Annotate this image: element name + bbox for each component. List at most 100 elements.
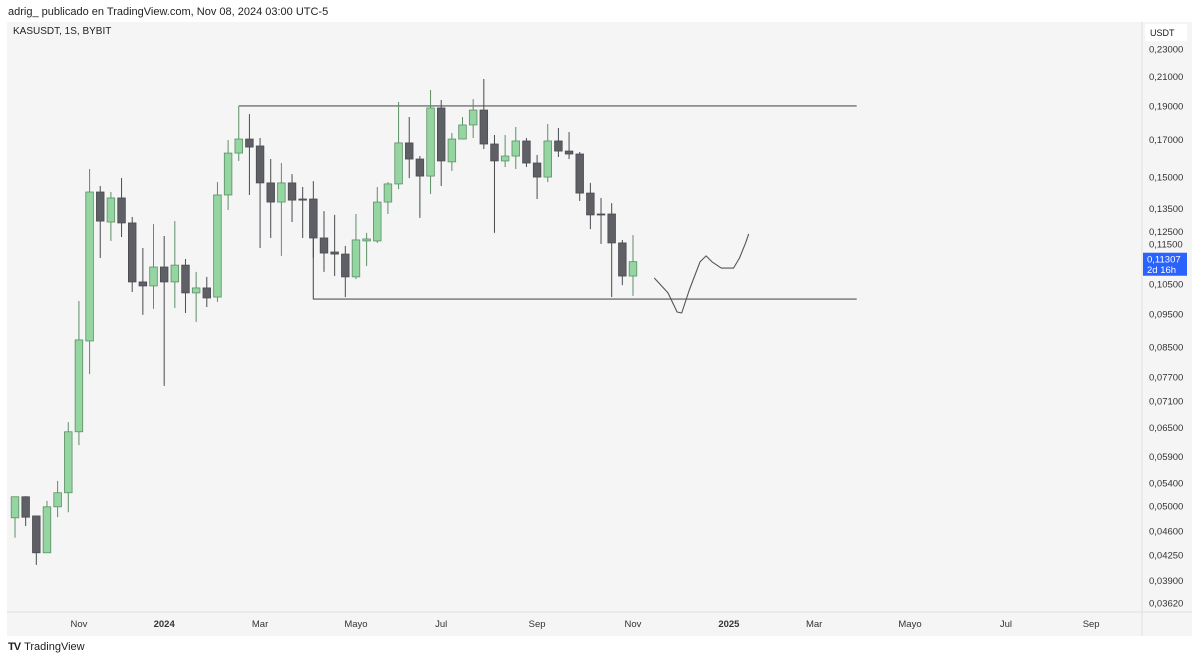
candle-down: [138, 281, 148, 287]
candle-down: [436, 107, 446, 162]
y-tick-label: 0,05400: [1149, 479, 1183, 490]
y-tick-label: 0,09500: [1149, 309, 1183, 320]
candle-up: [468, 109, 478, 126]
y-tick-label: 0,10500: [1149, 279, 1183, 290]
candle-down: [128, 222, 137, 283]
candle-down: [319, 237, 329, 254]
candle-up: [53, 492, 62, 508]
candle-down: [255, 145, 265, 184]
candle-up: [170, 264, 180, 283]
y-tick-label: 0,19000: [1149, 102, 1183, 113]
candle-up: [458, 124, 467, 140]
candle-down: [21, 496, 30, 518]
x-tick-label: Mar: [252, 619, 268, 630]
candle-up: [10, 496, 20, 519]
candle-down: [96, 191, 105, 222]
range-bottom-line[interactable]: [312, 238, 857, 300]
y-tick-label: 0,08500: [1149, 343, 1183, 354]
y-tick-label: 0,17000: [1149, 135, 1183, 146]
x-tick-label: Jul: [435, 619, 447, 630]
candle-down: [415, 158, 425, 177]
tradingview-logo-icon: TV: [8, 641, 21, 653]
candle-down: [575, 153, 584, 194]
candle-up: [85, 191, 94, 342]
y-tick-label: 0,07100: [1149, 397, 1183, 408]
candle-up: [500, 155, 510, 162]
candle-down: [596, 213, 606, 216]
currency-label: USDT: [1150, 28, 1175, 38]
candle-up: [394, 142, 403, 185]
x-tick-label: Sep: [1083, 619, 1100, 630]
x-tick-label: Mayo: [898, 619, 921, 630]
y-tick-label: 0,11500: [1149, 240, 1183, 251]
x-tick-label: 2025: [718, 619, 740, 630]
candle-up: [223, 152, 233, 196]
candle-down: [564, 150, 574, 155]
candle-down: [266, 182, 275, 203]
candle-up: [543, 140, 552, 178]
candle-down: [287, 182, 297, 201]
bar-countdown: 2d 16h: [1147, 265, 1176, 276]
candle-up: [373, 201, 382, 242]
y-tick-label: 0,04600: [1149, 527, 1183, 538]
x-tick-label: Mar: [806, 619, 822, 630]
y-tick-label: 0,05000: [1149, 502, 1183, 513]
x-tick-label: Jul: [1000, 619, 1012, 630]
candle-up: [42, 506, 52, 554]
candle-down: [159, 266, 169, 283]
x-tick-label: 2024: [154, 619, 176, 630]
candle-down: [298, 198, 307, 201]
candle-down: [532, 162, 542, 178]
candle-down: [330, 251, 339, 255]
projection-path[interactable]: [653, 233, 750, 314]
x-tick-label: Nov: [625, 619, 642, 630]
chart-area[interactable]: [7, 22, 1192, 636]
x-tick-label: Nov: [70, 619, 87, 630]
candle-down: [202, 287, 211, 299]
y-tick-label: 0,03900: [1149, 576, 1183, 587]
candle-up: [628, 261, 638, 277]
candle-down: [490, 143, 499, 162]
candle-down: [32, 515, 41, 554]
candle-up: [191, 287, 201, 294]
y-tick-label: 0,13500: [1149, 204, 1183, 215]
candle-up: [383, 183, 393, 203]
last-price-value: 0,11307: [1147, 255, 1181, 266]
candle-down: [309, 198, 318, 239]
candle-up: [234, 138, 243, 154]
candle-up: [447, 138, 457, 163]
candle-up: [426, 107, 435, 177]
candle-down: [618, 242, 627, 277]
candle-down: [181, 264, 190, 294]
candle-up: [351, 239, 361, 278]
candle-up: [106, 197, 116, 223]
y-tick-label: 0,06500: [1149, 423, 1183, 434]
candle-down: [341, 253, 350, 278]
candle-up: [149, 266, 158, 287]
candle-down: [586, 192, 595, 216]
candle-down: [479, 109, 489, 145]
candle-down: [607, 213, 616, 244]
symbol-legend: KASUSDT, 1S, BYBIT: [13, 26, 112, 37]
publication-attribution: adrig_ publicado en TradingView.com, Nov…: [8, 6, 329, 18]
y-tick-label: 0,12500: [1149, 227, 1183, 238]
last-price-badge: [1143, 252, 1187, 276]
candle-down: [405, 142, 414, 160]
candle-up: [213, 194, 222, 298]
brand-name: TradingView: [24, 641, 85, 653]
y-tick-label: 0,05900: [1149, 452, 1183, 463]
candle-up: [511, 140, 520, 157]
candle-down: [117, 197, 126, 224]
candle-down: [245, 138, 254, 148]
candle-down: [554, 140, 563, 152]
footer: TV TradingView: [8, 641, 85, 653]
y-tick-label: 0,03620: [1149, 598, 1183, 609]
y-tick-label: 0,21000: [1149, 72, 1183, 83]
y-tick-label: 0,23000: [1149, 45, 1183, 56]
price-axis[interactable]: [1142, 22, 1192, 636]
candle-down: [522, 140, 531, 164]
x-tick-label: Sep: [529, 619, 546, 630]
candle-up: [277, 182, 286, 203]
x-tick-label: Mayo: [344, 619, 367, 630]
